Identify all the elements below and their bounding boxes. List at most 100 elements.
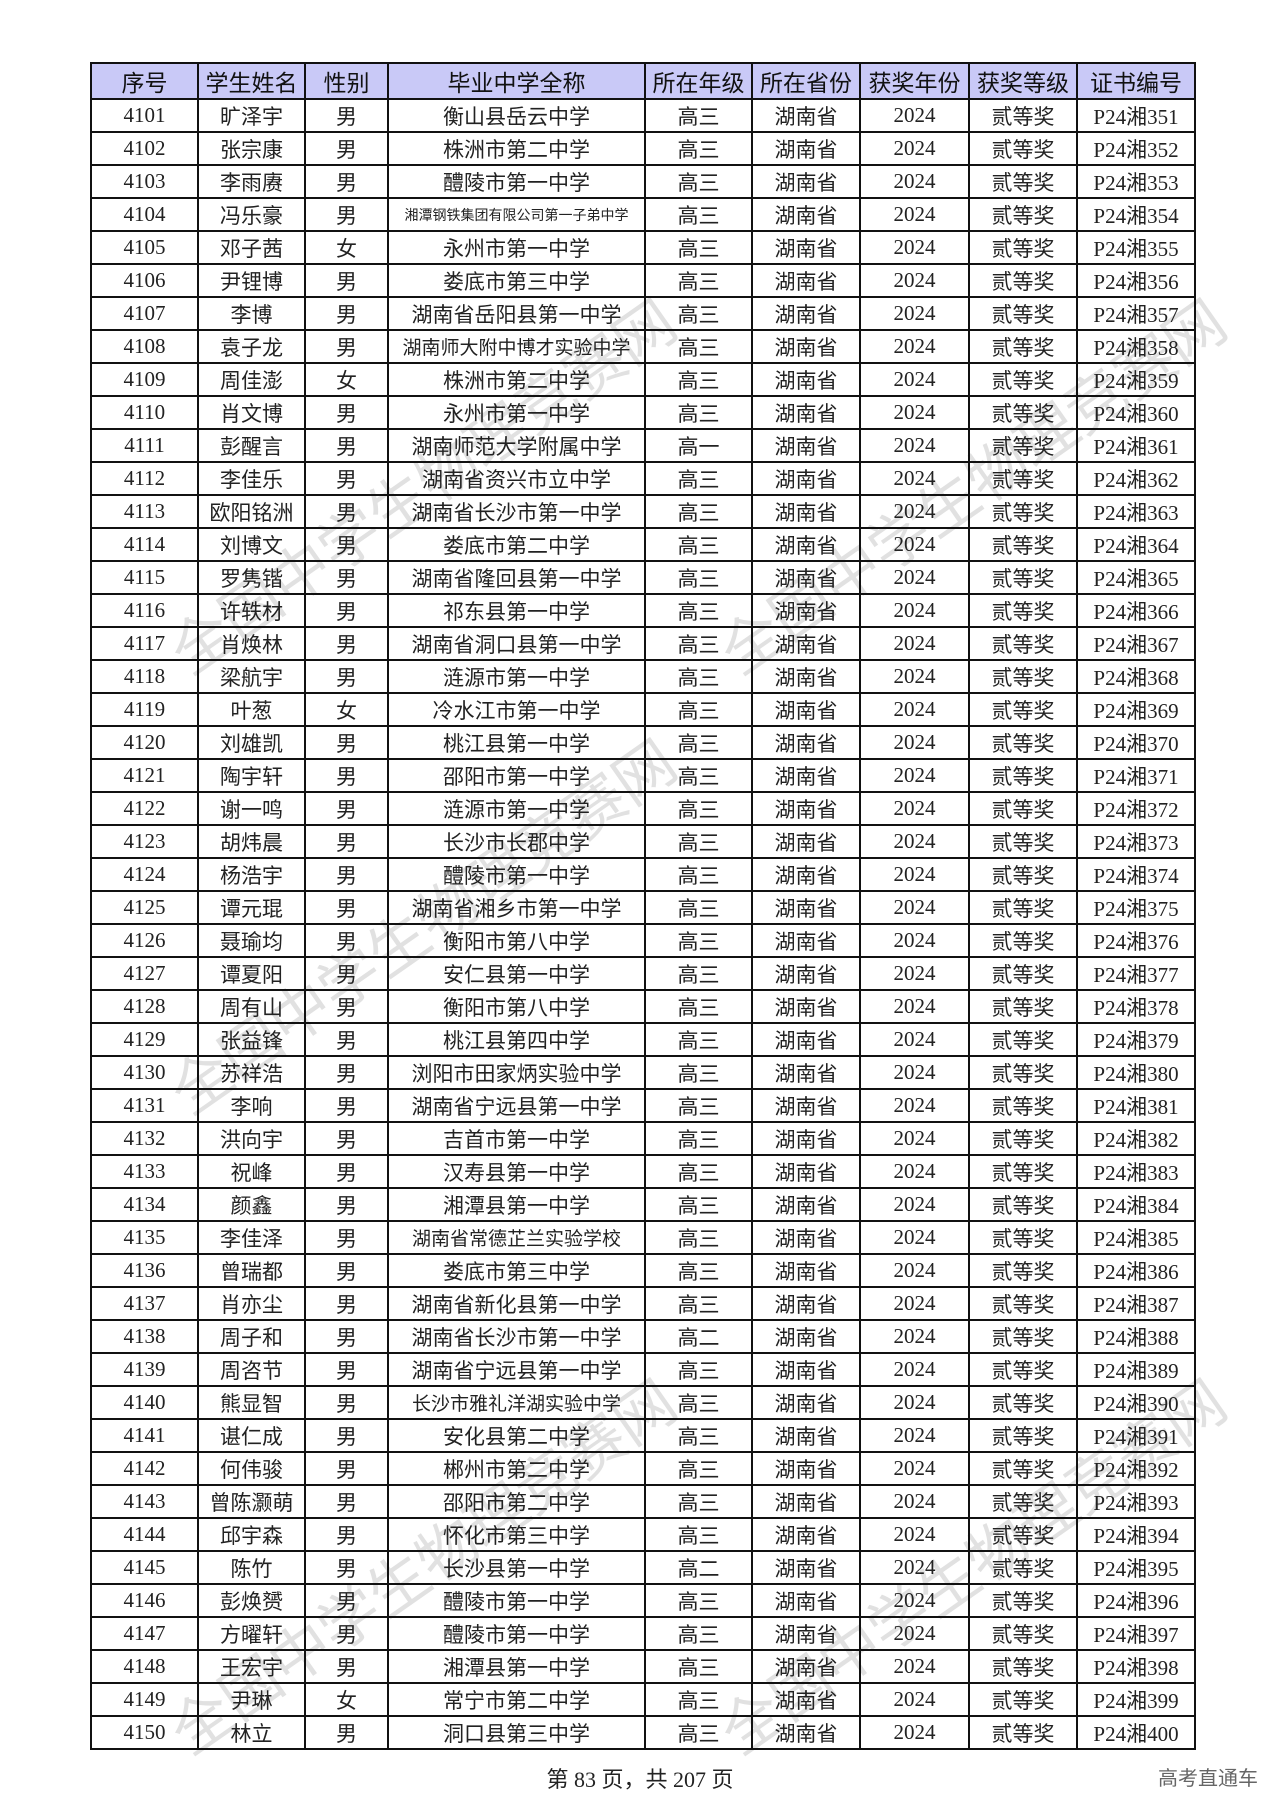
cell-school: 株洲市第二中学	[387, 362, 646, 397]
cell-name: 罗隽锴	[197, 560, 306, 595]
cell-grade: 高三	[644, 1682, 753, 1717]
cell-province: 湖南省	[751, 1319, 861, 1354]
cell-school: 长沙县第一中学	[387, 1550, 646, 1585]
cell-certificate: P24湘358	[1076, 329, 1196, 364]
cell-name: 谌仁成	[197, 1418, 306, 1453]
cell-level: 贰等奖	[968, 989, 1078, 1024]
cell-grade: 高三	[644, 659, 753, 694]
cell-name: 彭醒言	[197, 428, 306, 463]
cell-name: 邓子茜	[197, 230, 306, 265]
table-row: 4149 尹琳女常宁市第二中学 高三 湖南省 2024 贰等奖 P24湘399	[90, 1682, 1196, 1717]
cell-school: 长沙市雅礼洋湖实验中学	[387, 1385, 646, 1420]
cell-province: 湖南省	[751, 923, 861, 958]
cell-province: 湖南省	[751, 1121, 861, 1156]
cell-serial: 4136	[90, 1253, 199, 1288]
cell-certificate: P24湘399	[1076, 1682, 1196, 1717]
cell-certificate: P24湘395	[1076, 1550, 1196, 1585]
cell-school: 湘潭县第一中学	[387, 1187, 646, 1222]
cell-gender: 男	[304, 131, 389, 166]
cell-level: 贰等奖	[968, 395, 1078, 430]
cell-year: 2024	[859, 791, 970, 826]
cell-gender: 女	[304, 230, 389, 265]
table-row: 4102 张宗康男株洲市第二中学 高三 湖南省 2024 贰等奖 P24湘352	[90, 131, 1196, 166]
cell-name: 梁航宇	[197, 659, 306, 694]
cell-level: 贰等奖	[968, 725, 1078, 760]
cell-level: 贰等奖	[968, 1649, 1078, 1684]
cell-certificate: P24湘386	[1076, 1253, 1196, 1288]
cell-gender: 男	[304, 1286, 389, 1321]
cell-province: 湖南省	[751, 1352, 861, 1387]
cell-province: 湖南省	[751, 560, 861, 595]
cell-level: 贰等奖	[968, 1616, 1078, 1651]
cell-gender: 女	[304, 1682, 389, 1717]
cell-serial: 4102	[90, 131, 199, 166]
cell-level: 贰等奖	[968, 230, 1078, 265]
cell-province: 湖南省	[751, 296, 861, 331]
cell-year: 2024	[859, 1385, 970, 1420]
table-row: 4116 许轶材男祁东县第一中学 高三 湖南省 2024 贰等奖 P24湘366	[90, 593, 1196, 628]
cell-province: 湖南省	[751, 428, 861, 463]
cell-year: 2024	[859, 1220, 970, 1255]
cell-gender: 男	[304, 923, 389, 958]
cell-name: 尹琳	[197, 1682, 306, 1717]
cell-school: 桃江县第一中学	[387, 725, 646, 760]
table-row: 4141 谌仁成男安化县第二中学 高三 湖南省 2024 贰等奖 P24湘391	[90, 1418, 1196, 1453]
cell-certificate: P24湘372	[1076, 791, 1196, 826]
cell-grade: 高三	[644, 791, 753, 826]
cell-province: 湖南省	[751, 824, 861, 859]
cell-year: 2024	[859, 1121, 970, 1156]
cell-year: 2024	[859, 1286, 970, 1321]
cell-gender: 男	[304, 263, 389, 298]
cell-level: 贰等奖	[968, 1088, 1078, 1123]
cell-year: 2024	[859, 1715, 970, 1750]
cell-serial: 4107	[90, 296, 199, 331]
cell-grade: 高一	[644, 428, 753, 463]
cell-school: 邵阳市第一中学	[387, 758, 646, 793]
cell-name: 胡炜晨	[197, 824, 306, 859]
cell-school: 永州市第一中学	[387, 395, 646, 430]
cell-gender: 男	[304, 1517, 389, 1552]
cell-serial: 4140	[90, 1385, 199, 1420]
cell-level: 贰等奖	[968, 692, 1078, 727]
cell-name: 肖焕林	[197, 626, 306, 661]
cell-school: 常宁市第二中学	[387, 1682, 646, 1717]
cell-year: 2024	[859, 1418, 970, 1453]
column-header-grade: 所在年级	[644, 62, 753, 100]
cell-gender: 男	[304, 1022, 389, 1057]
cell-level: 贰等奖	[968, 1220, 1078, 1255]
cell-serial: 4117	[90, 626, 199, 661]
cell-name: 洪向宇	[197, 1121, 306, 1156]
table-row: 4125 谭元琨男湖南省湘乡市第一中学 高三 湖南省 2024 贰等奖 P24湘375	[90, 890, 1196, 925]
cell-school: 湖南省新化县第一中学	[387, 1286, 646, 1321]
table-row: 4124 杨浩宇男醴陵市第一中学 高三 湖南省 2024 贰等奖 P24湘374	[90, 857, 1196, 892]
cell-year: 2024	[859, 890, 970, 925]
cell-serial: 4129	[90, 1022, 199, 1057]
table-row: 4127 谭夏阳男安仁县第一中学 高三 湖南省 2024 贰等奖 P24湘377	[90, 956, 1196, 991]
cell-serial: 4131	[90, 1088, 199, 1123]
cell-serial: 4112	[90, 461, 199, 496]
table-row: 4130 苏祥浩男浏阳市田家炳实验中学 高三 湖南省 2024 贰等奖 P24湘380	[90, 1055, 1196, 1090]
cell-school: 邵阳市第二中学	[387, 1484, 646, 1519]
table-row: 4104 冯乐豪男湘潭钢铁集团有限公司第一子弟中学 高三 湖南省 2024 贰等奖 P24湘…	[90, 197, 1196, 232]
cell-serial: 4126	[90, 923, 199, 958]
cell-province: 湖南省	[751, 329, 861, 364]
cell-province: 湖南省	[751, 1616, 861, 1651]
cell-serial: 4137	[90, 1286, 199, 1321]
cell-gender: 男	[304, 1055, 389, 1090]
page-number: 第 83 页，共 207 页	[546, 1767, 734, 1792]
cell-gender: 男	[304, 1319, 389, 1354]
cell-year: 2024	[859, 263, 970, 298]
cell-name: 周有山	[197, 989, 306, 1024]
cell-certificate: P24湘379	[1076, 1022, 1196, 1057]
cell-province: 湖南省	[751, 461, 861, 496]
cell-province: 湖南省	[751, 692, 861, 727]
cell-name: 尹锂博	[197, 263, 306, 298]
cell-province: 湖南省	[751, 890, 861, 925]
cell-gender: 男	[304, 659, 389, 694]
cell-name: 苏祥浩	[197, 1055, 306, 1090]
cell-province: 湖南省	[751, 1088, 861, 1123]
cell-gender: 男	[304, 1484, 389, 1519]
cell-certificate: P24湘373	[1076, 824, 1196, 859]
cell-name: 何伟骏	[197, 1451, 306, 1486]
cell-province: 湖南省	[751, 1517, 861, 1552]
